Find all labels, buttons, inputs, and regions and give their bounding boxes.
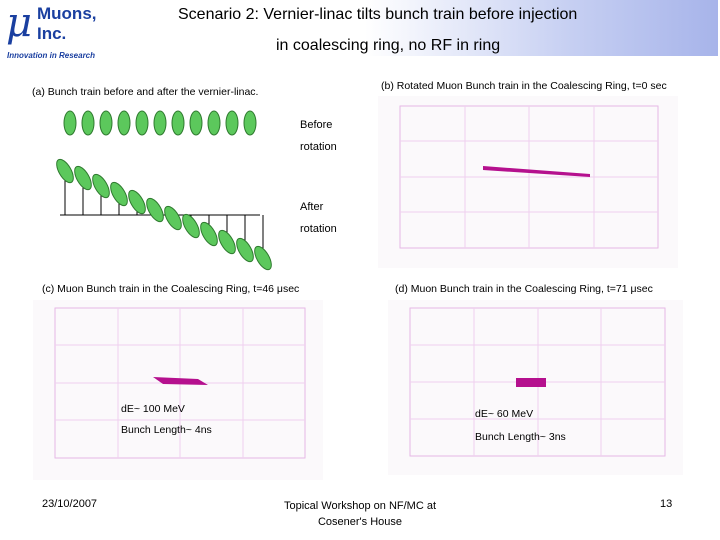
panel-a-label: (a) Bunch train before and after the ver… [32, 86, 259, 98]
bunches-before [63, 110, 257, 136]
bunch-before [99, 110, 113, 136]
after-rotation-label: After rotation [300, 201, 337, 235]
plot-c [33, 300, 323, 480]
before-rotation-label: Before rotation [300, 119, 337, 153]
panel-b-label: (b) Rotated Muon Bunch train in the Coal… [381, 80, 667, 92]
footer-date: 23/10/2007 [42, 498, 98, 510]
bunch-before [81, 110, 95, 136]
plot-d [388, 300, 683, 475]
page-number: 13 [660, 498, 673, 510]
footer-event: Topical Workshop on NF/MC at Cosener's H… [283, 500, 437, 528]
bunch-after [56, 158, 74, 184]
panel-d-label: (d) Muon Bunch train in the Coalescing R… [395, 283, 653, 295]
slide-title-line1: Scenario 2: Vernier-linac tilts bunch tr… [178, 6, 578, 23]
bunch-after [110, 181, 128, 207]
particle-cloud [153, 377, 208, 385]
bunch-before [207, 110, 221, 136]
bunch-before [135, 110, 149, 136]
bunch-before [63, 110, 77, 136]
slide-title-line2: in coalescing ring, no RF in ring [276, 37, 501, 54]
panel-c-label: (c) Muon Bunch train in the Coalescing R… [42, 283, 300, 295]
bunch-before [117, 110, 131, 136]
bunch-before [225, 110, 239, 136]
bunch-after [164, 205, 182, 231]
bunch-before [243, 110, 257, 136]
bunch-before [171, 110, 185, 136]
panel-d-length: Bunch Length~ 3ns [475, 431, 566, 443]
bunch-after [128, 189, 146, 215]
bunch-after [92, 173, 110, 199]
particle-cloud [516, 378, 546, 387]
bunch-after [218, 229, 236, 255]
bunch-before [189, 110, 203, 136]
particle-cloud [483, 166, 590, 177]
panel-c-de: dE~ 100 MeV [121, 403, 185, 415]
plot-b [378, 96, 678, 268]
bunch-after [182, 213, 200, 239]
logo-name: Muons, Inc. [37, 4, 97, 43]
bunch-after [146, 197, 164, 223]
logo-mu-symbol: μ [6, 0, 32, 46]
bunch-before [153, 110, 167, 136]
bunches-after [56, 158, 272, 271]
bunch-after [254, 245, 272, 271]
bunch-after [236, 237, 254, 263]
header-band [130, 0, 718, 56]
bunch-after [200, 221, 218, 247]
bunch-train-diagram [56, 110, 272, 271]
logo-tagline: Innovation in Research [7, 51, 96, 60]
bunch-after [74, 165, 92, 191]
panel-d-de: dE~ 60 MeV [475, 408, 534, 420]
panel-c-length: Bunch Length~ 4ns [121, 424, 212, 436]
